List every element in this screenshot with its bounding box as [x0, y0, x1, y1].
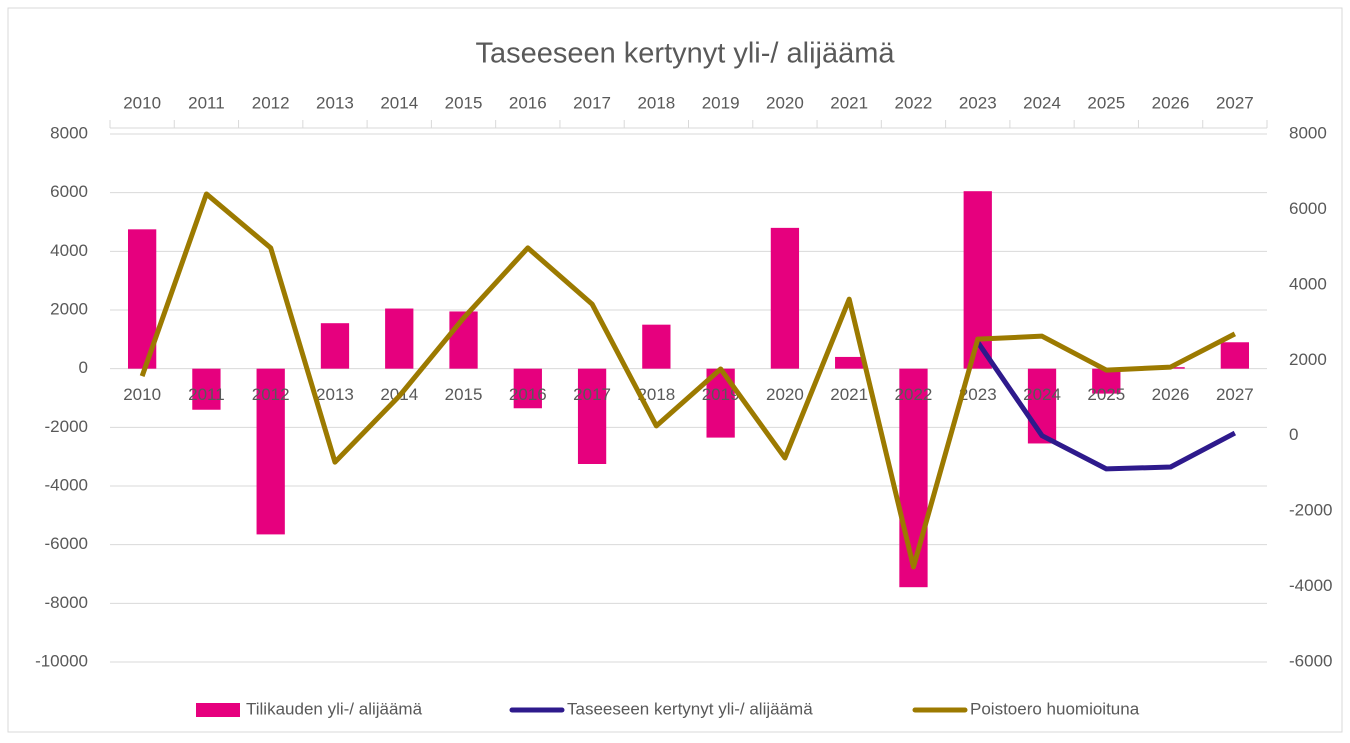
bar: [320, 323, 350, 369]
y-tick-label: -6000: [45, 534, 88, 553]
x-tick-label-top: 2016: [509, 93, 547, 112]
x-tick-label-top: 2012: [252, 93, 290, 112]
x-tick-label: 2021: [830, 385, 868, 404]
bar: [899, 368, 928, 588]
x-tick-label-top: 2011: [188, 93, 225, 112]
x-tick-label: 2026: [1152, 385, 1190, 404]
x-tick-label-top: 2015: [445, 93, 483, 112]
x-tick-label: 2018: [637, 385, 675, 404]
legend-label: Poistoero huomioituna: [970, 699, 1140, 718]
y-tick-label: 2000: [50, 299, 88, 318]
x-tick-label: 2017: [573, 385, 611, 404]
x-tick-label: 2022: [895, 385, 933, 404]
y-tick-label: 8000: [50, 123, 88, 142]
bar: [192, 368, 221, 410]
x-tick-label: 2012: [252, 385, 290, 404]
legend-swatch: [196, 703, 240, 717]
line: [139, 191, 1237, 570]
bar: [770, 227, 800, 369]
legend-label: Taseeseen kertynyt yli-/ alijäämä: [567, 699, 813, 718]
y2-tick-label: -6000: [1289, 651, 1332, 670]
x-tick-label-top: 2027: [1216, 93, 1254, 112]
y2-tick-label: 8000: [1289, 123, 1327, 142]
x-tick-label-top: 2023: [959, 93, 997, 112]
x-tick-label: 2023: [959, 385, 997, 404]
x-tick-label-top: 2024: [1023, 93, 1061, 112]
x-tick-label: 2024: [1023, 385, 1061, 404]
bar: [513, 368, 542, 409]
x-tick-label: 2025: [1087, 385, 1125, 404]
y2-tick-label: 4000: [1289, 274, 1327, 293]
y2-tick-label: -4000: [1289, 576, 1332, 595]
bar: [1092, 368, 1121, 394]
x-tick-label-top: 2010: [123, 93, 161, 112]
y2-tick-label: -2000: [1289, 501, 1332, 520]
bar: [835, 356, 864, 369]
y-tick-label: -10000: [35, 651, 88, 670]
legend-label: Tilikauden yli-/ alijäämä: [246, 699, 423, 718]
y2-tick-label: 2000: [1289, 350, 1327, 369]
y-tick-label: 6000: [50, 182, 88, 201]
x-tick-label-top: 2018: [637, 93, 675, 112]
y-tick-label: -4000: [45, 475, 88, 494]
x-tick-label-top: 2021: [830, 93, 868, 112]
y-tick-label: 0: [79, 358, 88, 377]
x-tick-label-top: 2019: [702, 93, 740, 112]
bar: [577, 368, 607, 464]
y2-tick-label: 6000: [1289, 199, 1327, 218]
x-tick-label: 2020: [766, 385, 804, 404]
x-tick-label-top: 2014: [380, 93, 418, 112]
y-tick-label: -8000: [45, 593, 88, 612]
x-tick-label: 2016: [509, 385, 547, 404]
x-tick-label-top: 2020: [766, 93, 804, 112]
y-tick-label: -2000: [45, 417, 88, 436]
x-tick-label-top: 2013: [316, 93, 354, 112]
bar: [1220, 342, 1250, 369]
x-tick-label-top: 2026: [1152, 93, 1190, 112]
bar: [642, 324, 671, 369]
x-tick-label-top: 2022: [895, 93, 933, 112]
x-tick-label: 2013: [316, 385, 354, 404]
x-tick-label-top: 2017: [573, 93, 611, 112]
bar: [1027, 368, 1057, 444]
x-tick-label-top: 2025: [1087, 93, 1125, 112]
chart-title: Taseeseen kertynyt yli-/ alijäämä: [475, 38, 895, 70]
x-tick-label: 2019: [702, 385, 740, 404]
x-tick-label: 2011: [188, 385, 225, 404]
x-tick-label: 2027: [1216, 385, 1254, 404]
bar: [385, 308, 414, 369]
line: [975, 340, 1237, 472]
y-tick-label: 4000: [50, 241, 88, 260]
x-tick-label: 2010: [123, 385, 161, 404]
x-tick-label: 2015: [445, 385, 483, 404]
y2-tick-label: 0: [1289, 425, 1298, 444]
bar: [256, 368, 285, 535]
